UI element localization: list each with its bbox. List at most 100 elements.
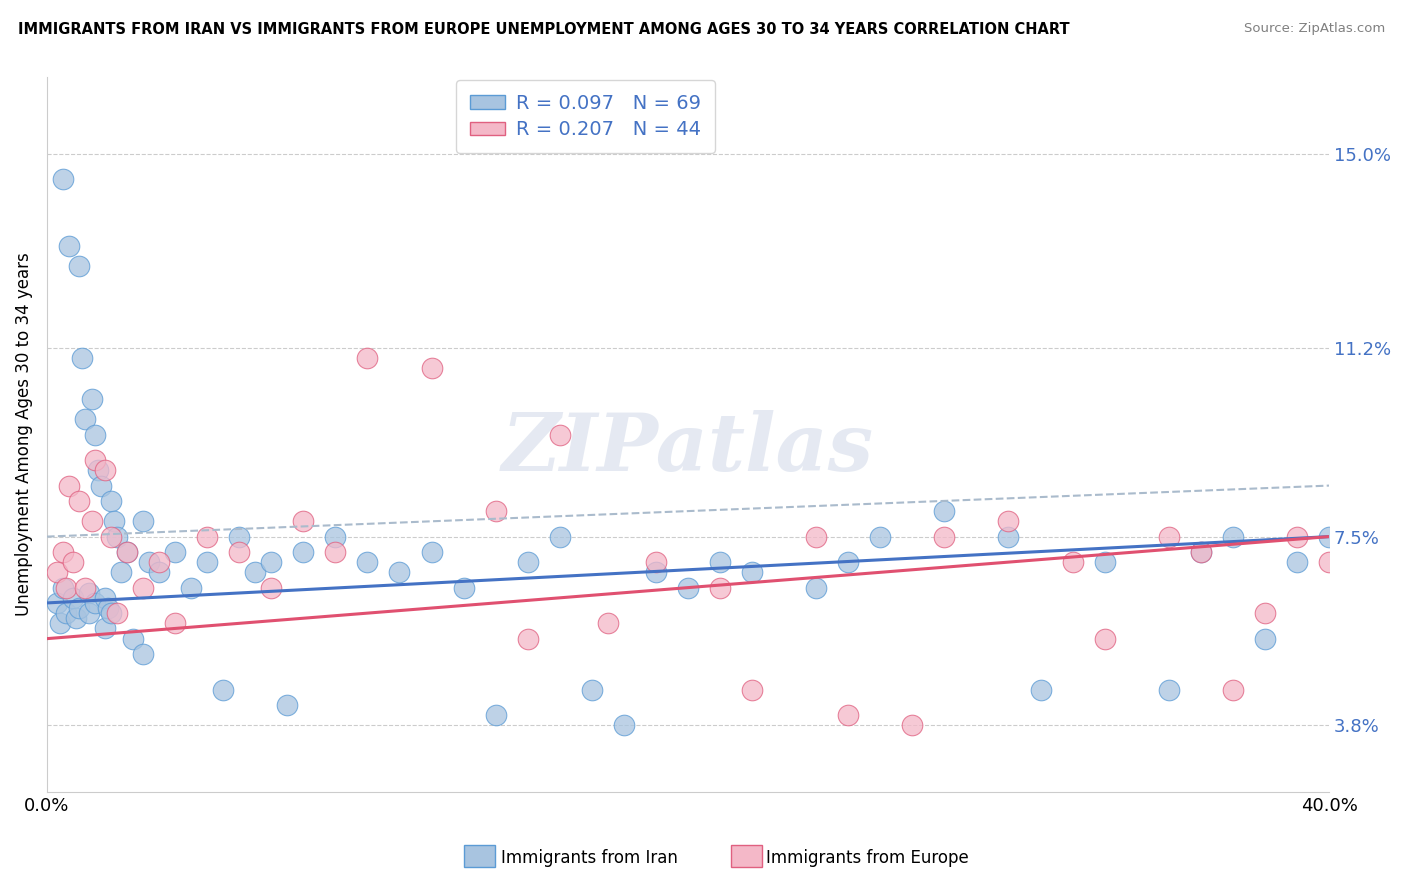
Point: [65, 611, 87, 625]
Point: [115, 545, 138, 559]
Point: [195, 555, 218, 569]
Point: [356, 555, 378, 569]
Point: [80, 514, 103, 528]
Point: [453, 581, 475, 595]
Point: [485, 504, 508, 518]
Point: [934, 504, 956, 518]
Point: [548, 427, 571, 442]
Point: [93, 622, 115, 636]
Point: [741, 566, 763, 580]
Point: [100, 494, 122, 508]
Point: [804, 581, 827, 595]
Point: [292, 545, 315, 559]
Point: [837, 555, 859, 569]
Point: [1094, 632, 1116, 646]
Point: [676, 581, 699, 595]
Point: [84, 596, 107, 610]
Point: [77, 585, 100, 599]
Point: [110, 566, 132, 580]
Point: [165, 545, 187, 559]
Point: [52, 581, 75, 595]
Point: [62, 591, 84, 605]
Point: [516, 632, 538, 646]
Y-axis label: Unemployment Among Ages 30 to 34 years: Unemployment Among Ages 30 to 34 years: [15, 252, 32, 616]
Point: [741, 682, 763, 697]
Point: [1062, 555, 1084, 569]
Point: [420, 361, 443, 376]
Point: [132, 514, 155, 528]
Legend: R = 0.097   N = 69, R = 0.207   N = 44: R = 0.097 N = 69, R = 0.207 N = 44: [456, 80, 714, 153]
Point: [901, 718, 924, 732]
Point: [260, 581, 283, 595]
Point: [58, 239, 80, 253]
Point: [245, 566, 267, 580]
Point: [90, 478, 112, 492]
Point: [548, 530, 571, 544]
Point: [596, 616, 619, 631]
Point: [48, 616, 70, 631]
Text: Source: ZipAtlas.com: Source: ZipAtlas.com: [1244, 22, 1385, 36]
Point: [77, 606, 100, 620]
Point: [1094, 555, 1116, 569]
Point: [87, 463, 110, 477]
Point: [997, 530, 1019, 544]
Point: [132, 581, 155, 595]
Point: [52, 545, 75, 559]
Point: [869, 530, 891, 544]
Point: [292, 514, 315, 528]
Point: [276, 698, 298, 712]
Point: [75, 412, 97, 426]
Point: [356, 351, 378, 365]
Point: [1317, 530, 1340, 544]
Point: [1285, 530, 1308, 544]
Point: [1222, 682, 1244, 697]
Point: [388, 566, 411, 580]
Point: [138, 555, 160, 569]
Point: [228, 545, 250, 559]
Point: [516, 555, 538, 569]
Point: [1157, 682, 1180, 697]
Text: Immigrants from Europe: Immigrants from Europe: [766, 849, 969, 867]
Point: [644, 555, 666, 569]
Point: [997, 514, 1019, 528]
Point: [1189, 545, 1212, 559]
Point: [195, 530, 218, 544]
Point: [62, 555, 84, 569]
Point: [67, 601, 90, 615]
Point: [97, 601, 120, 615]
Point: [103, 514, 125, 528]
Point: [93, 591, 115, 605]
Point: [420, 545, 443, 559]
Point: [485, 708, 508, 723]
Point: [180, 581, 202, 595]
Point: [1254, 632, 1277, 646]
Text: Immigrants from Iran: Immigrants from Iran: [501, 849, 678, 867]
Point: [837, 708, 859, 723]
Point: [52, 172, 75, 186]
Point: [107, 606, 129, 620]
Point: [1350, 632, 1372, 646]
Point: [115, 545, 138, 559]
Point: [107, 530, 129, 544]
Point: [67, 494, 90, 508]
Point: [80, 392, 103, 406]
Point: [70, 351, 93, 365]
Point: [644, 566, 666, 580]
Point: [84, 453, 107, 467]
Point: [100, 606, 122, 620]
Point: [84, 427, 107, 442]
Point: [148, 566, 170, 580]
Point: [165, 616, 187, 631]
Point: [93, 463, 115, 477]
Point: [709, 581, 731, 595]
Point: [67, 259, 90, 273]
Point: [1189, 545, 1212, 559]
Point: [581, 682, 603, 697]
Point: [122, 632, 145, 646]
Point: [100, 530, 122, 544]
Point: [132, 647, 155, 661]
Point: [260, 555, 283, 569]
Point: [804, 530, 827, 544]
Point: [58, 478, 80, 492]
Point: [1222, 530, 1244, 544]
